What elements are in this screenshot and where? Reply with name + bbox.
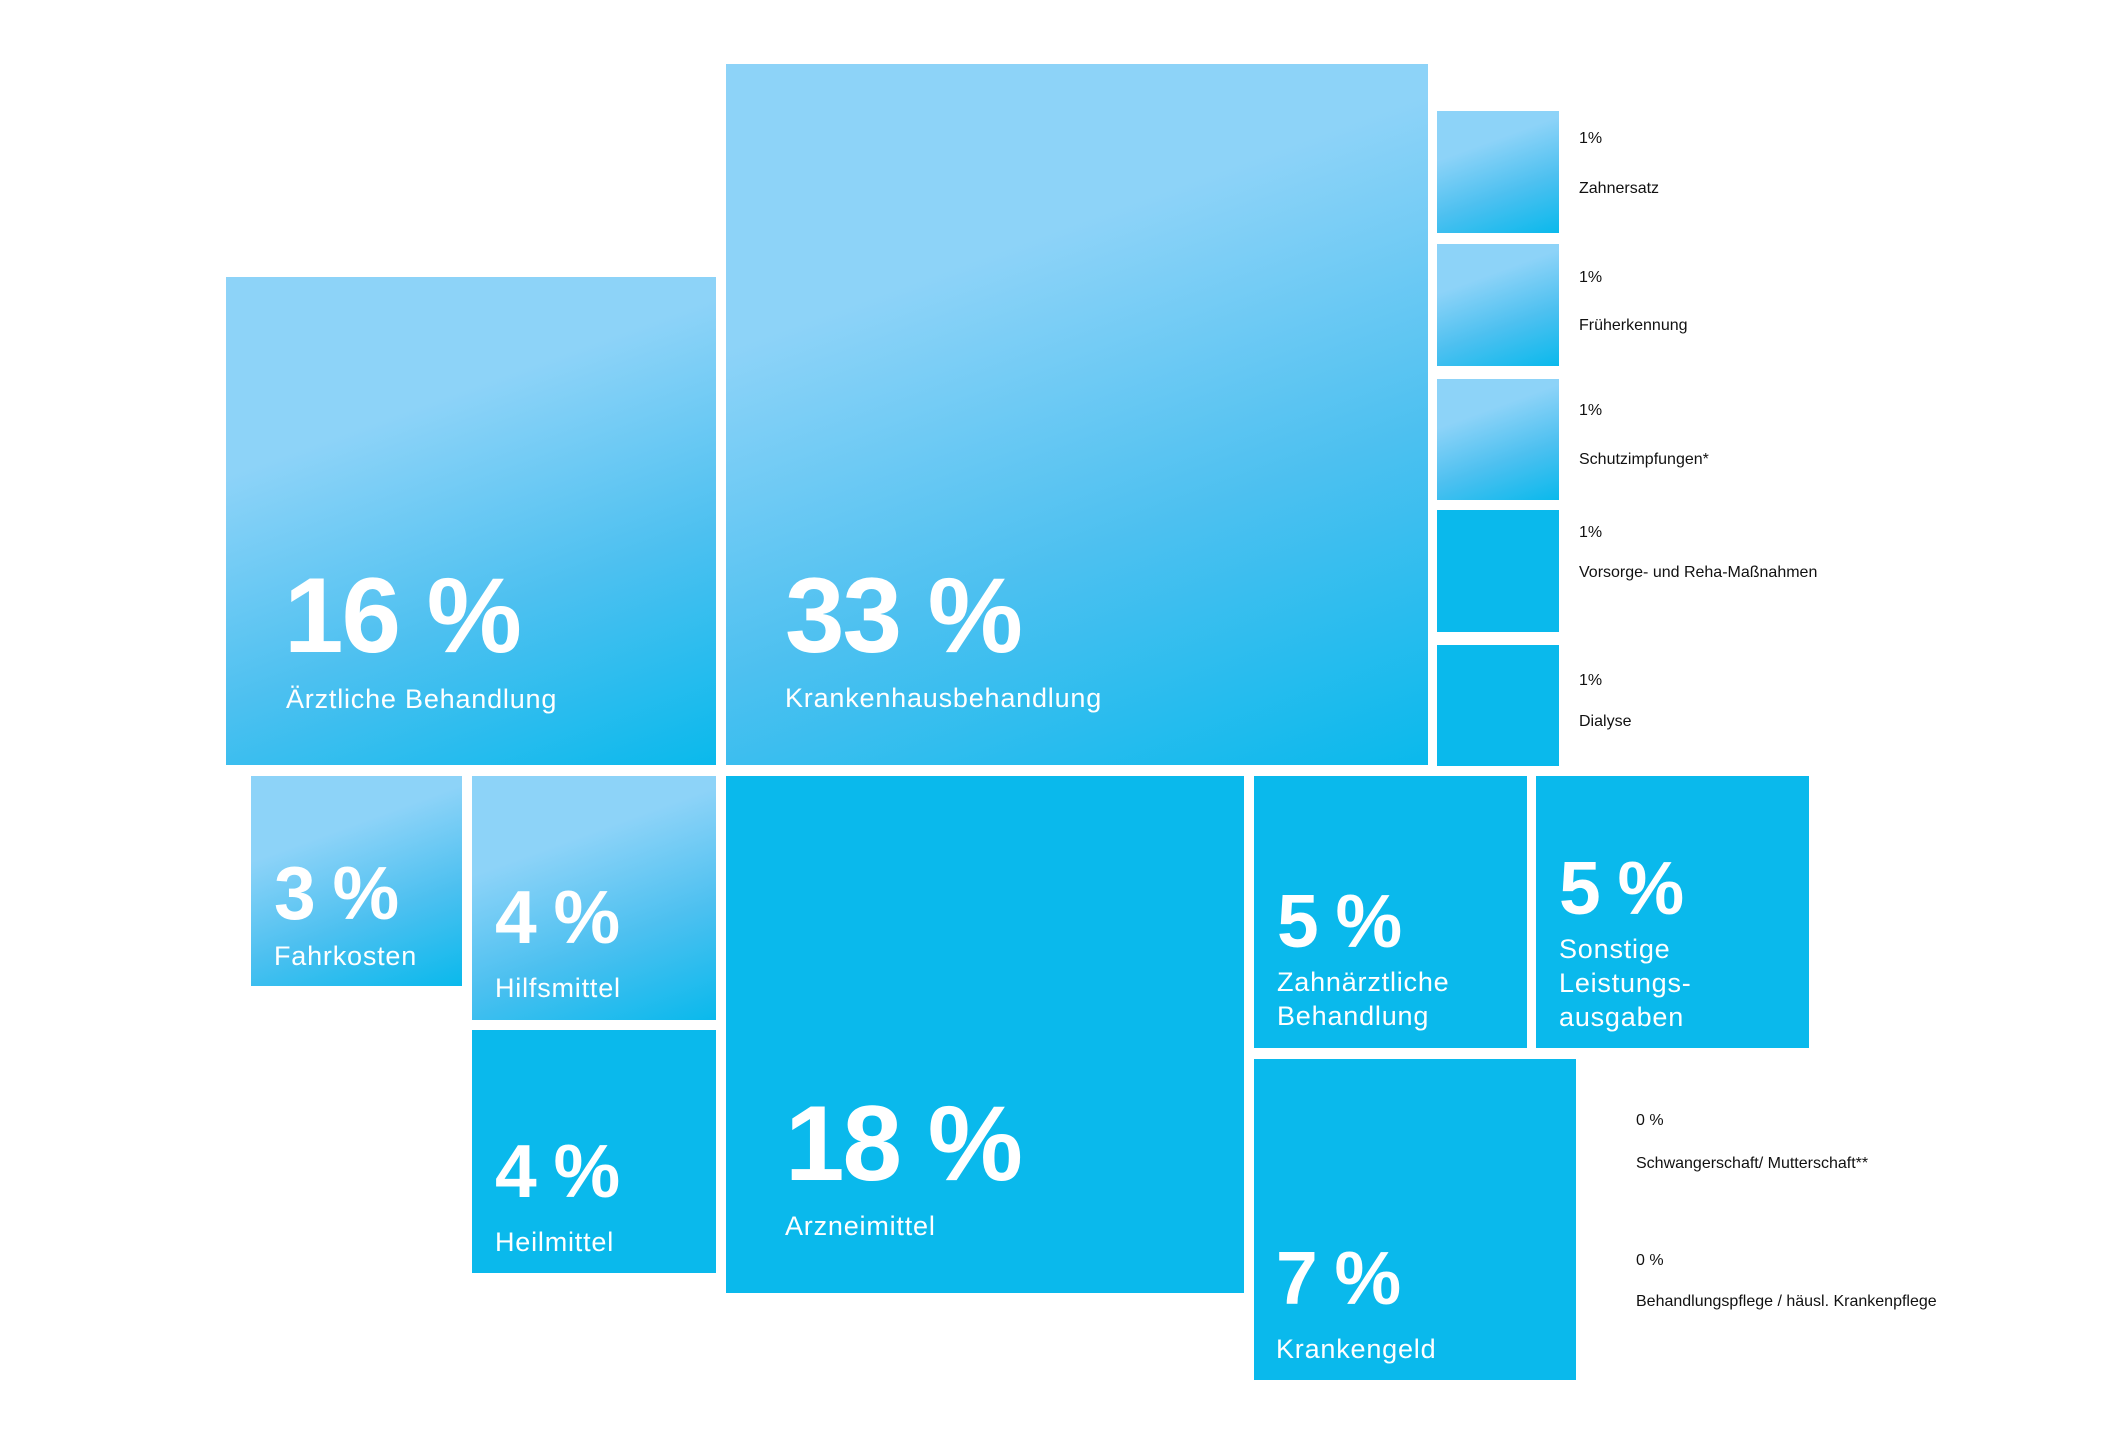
tile-label-krankenhaus: Krankenhausbehandlung <box>785 683 1103 713</box>
outside-label-schutzimpfungen: Schutzimpfungen* <box>1579 451 1709 468</box>
treemap-tile-schutzimpfungen <box>1437 379 1559 500</box>
tile-label-zahnaerztlich: Zahnärztliche Behandlung <box>1277 967 1450 1031</box>
treemap-tile-hilfsmittel: 4 % Hilfsmittel <box>472 776 716 1020</box>
tile-value-krankenhaus: 33 % <box>785 555 1023 675</box>
outside-label-vorsorge: Vorsorge- und Reha-Maßnahmen <box>1579 564 1818 581</box>
treemap-tile-sonstige: 5 % Sonstige Leistungs- ausgaben <box>1536 776 1809 1048</box>
outside-label-frueherkennung: Früherkennung <box>1579 317 1688 334</box>
treemap-tile-arznei: 18 % Arzneimittel <box>726 776 1244 1293</box>
tile-label-aerztlich: Ärztliche Behandlung <box>286 684 558 714</box>
treemap-tile-fahrkosten: 3 % Fahrkosten <box>251 776 462 986</box>
outside-value-frueherkennung: 1% <box>1579 269 1603 286</box>
tile-label-heilmittel: Heilmittel <box>495 1227 615 1257</box>
tile-value-arznei: 18 % <box>785 1083 1023 1203</box>
treemap-tile-heilmittel: 4 % Heilmittel <box>472 1030 716 1273</box>
tile-value-zahnaerztlich: 5 % <box>1277 879 1402 963</box>
outside-value-schwangerschaft: 0 % <box>1636 1112 1664 1129</box>
treemap-tile-krankengeld: 7 % Krankengeld <box>1254 1059 1576 1380</box>
treemap-tile-krankenhaus: 33 % Krankenhausbehandlung <box>726 64 1428 765</box>
tile-label-fahrkosten: Fahrkosten <box>274 941 418 971</box>
tile-label-sonstige: Sonstige Leistungs- ausgaben <box>1559 934 1692 1032</box>
outside-value-dialyse: 1% <box>1579 672 1603 689</box>
outside-label-dialyse: Dialyse <box>1579 713 1632 730</box>
outside-value-schutzimpfungen: 1% <box>1579 402 1603 419</box>
outside-label-zahnersatz: Zahnersatz <box>1579 180 1660 197</box>
treemap-tile-vorsorge <box>1437 510 1559 632</box>
tile-value-sonstige: 5 % <box>1559 846 1684 930</box>
tile-label-krankengeld: Krankengeld <box>1276 1334 1437 1364</box>
outside-value-behandlungspflege: 0 % <box>1636 1252 1664 1269</box>
tile-value-hilfsmittel: 4 % <box>495 875 620 959</box>
tile-value-heilmittel: 4 % <box>495 1129 620 1213</box>
tile-label-arznei: Arzneimittel <box>785 1211 936 1241</box>
treemap-tile-zahnersatz <box>1437 111 1559 233</box>
tile-label-hilfsmittel: Hilfsmittel <box>495 973 621 1003</box>
treemap-tile-aerztlich: 16 % Ärztliche Behandlung <box>226 277 716 765</box>
outside-value-vorsorge: 1% <box>1579 524 1603 541</box>
outside-label-schwangerschaft: Schwangerschaft/ Mutterschaft** <box>1636 1155 1869 1172</box>
treemap-tile-frueherkennung <box>1437 244 1559 366</box>
treemap-tile-zahnaerztlich: 5 % Zahnärztliche Behandlung <box>1254 776 1527 1048</box>
outside-value-zahnersatz: 1% <box>1579 130 1603 147</box>
treemap-tile-dialyse <box>1437 645 1559 766</box>
tile-value-krankengeld: 7 % <box>1276 1236 1401 1320</box>
outside-label-behandlungspflege: Behandlungspflege / häusl. Krankenpflege <box>1636 1293 1937 1310</box>
tile-value-fahrkosten: 3 % <box>274 851 399 935</box>
tile-value-aerztlich: 16 % <box>284 555 522 675</box>
